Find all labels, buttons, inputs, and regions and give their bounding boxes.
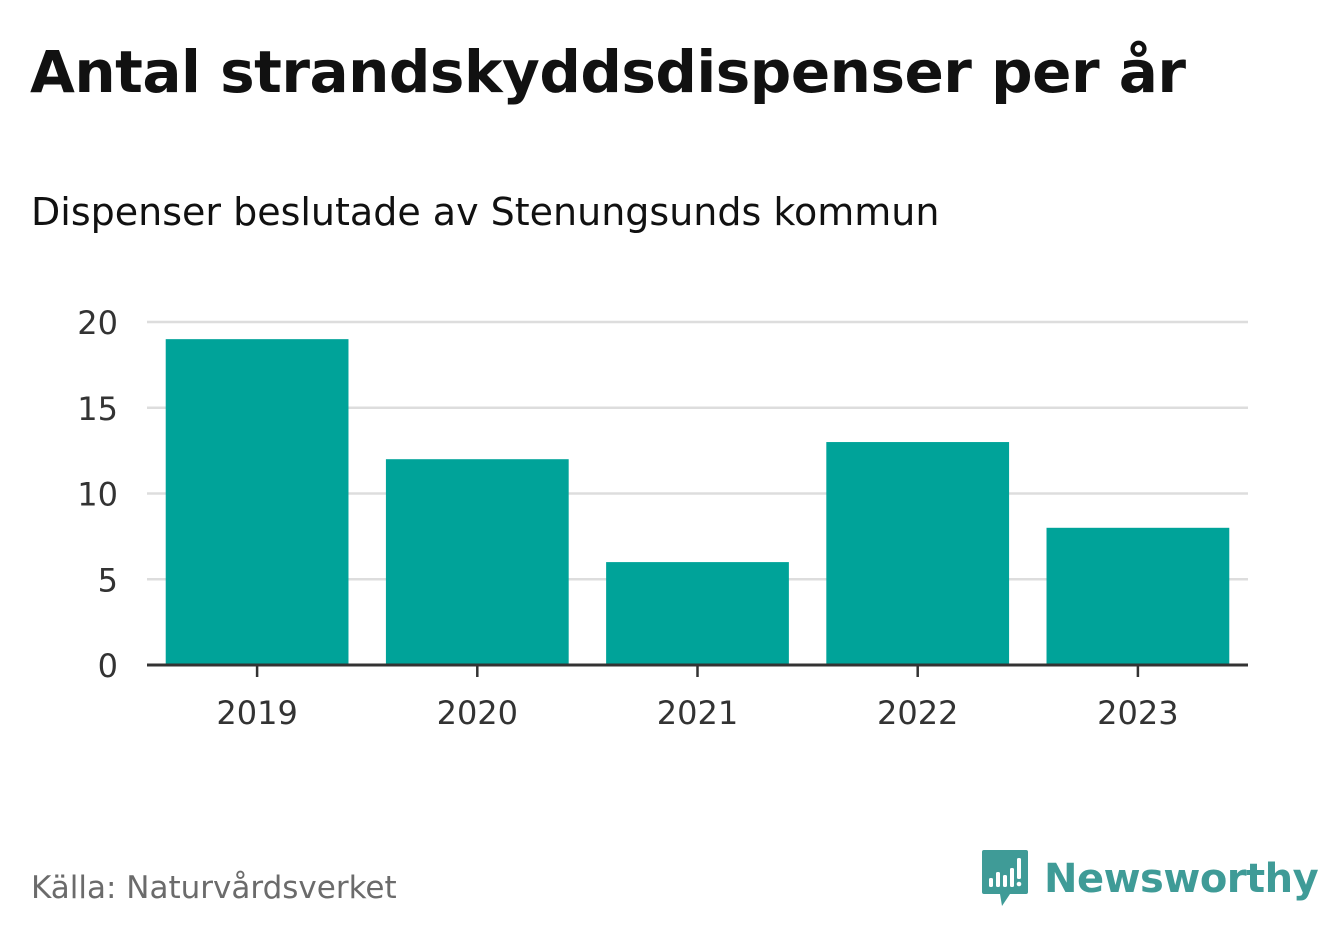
newsworthy-logo-icon: [982, 850, 1028, 906]
x-tick-label: 2023: [1097, 694, 1178, 732]
x-tick-label: 2019: [216, 694, 297, 732]
y-tick-label: 5: [98, 561, 118, 599]
y-tick-label: 20: [77, 304, 118, 342]
bar-2022: [826, 442, 1010, 665]
y-tick-labels: 0 5 10 15 20: [77, 304, 118, 685]
newsworthy-logo: Newsworthy: [980, 848, 1319, 910]
y-tick-label: 15: [77, 390, 118, 428]
x-tick-label: 2021: [657, 694, 738, 732]
x-axis: 2019 2020 2021 2022 2023: [147, 663, 1248, 732]
y-tick-label: 0: [98, 647, 118, 685]
x-tick-label: 2022: [877, 694, 958, 732]
chart-title: Antal strandskyddsdispenser per år: [30, 38, 1186, 106]
bar-2020: [385, 459, 569, 665]
bars: [165, 339, 1230, 665]
bar-2021: [606, 562, 789, 665]
bar-2023: [1046, 527, 1230, 665]
y-tick-label: 10: [77, 476, 118, 514]
source-note: Källa: Naturvårdsverket: [31, 870, 397, 906]
brand-name: Newsworthy: [1044, 856, 1319, 902]
bar-2019: [165, 339, 349, 665]
x-tick-label: 2020: [437, 694, 518, 732]
chart-subtitle: Dispenser beslutade av Stenungsunds komm…: [31, 190, 940, 234]
